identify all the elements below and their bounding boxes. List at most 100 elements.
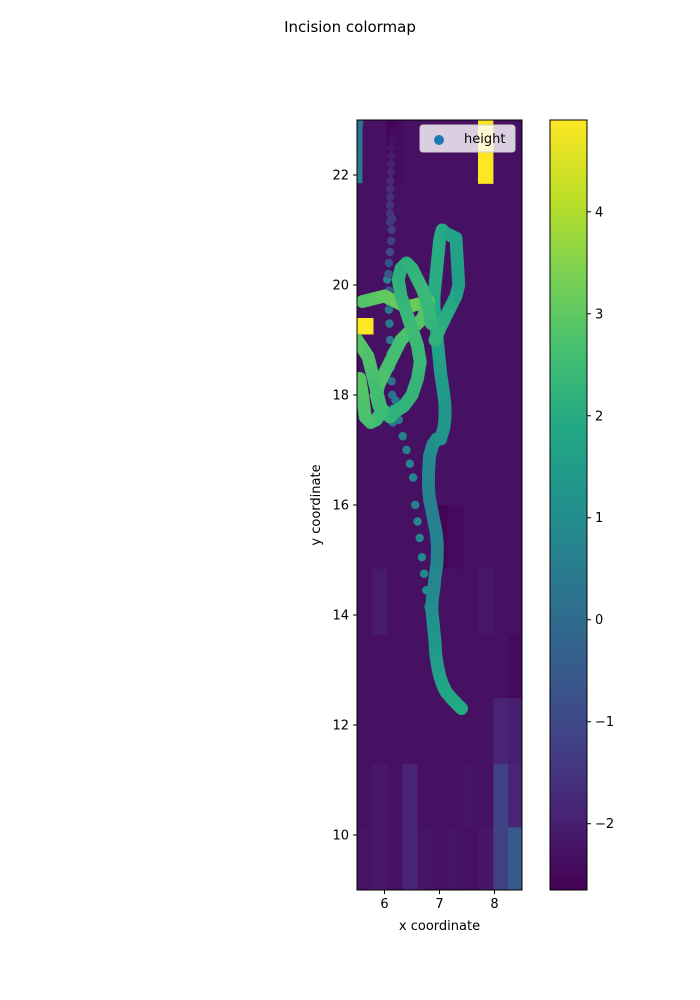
raster-cell: [478, 697, 494, 765]
scatter-point: [428, 333, 442, 347]
raster-cell: [493, 378, 509, 443]
scatter-point: [385, 335, 395, 345]
raster-cell: [463, 634, 479, 699]
raster-cell: [372, 826, 388, 890]
scatter-point: [386, 159, 396, 169]
x-axis-label: x coordinate: [399, 919, 480, 934]
colorbar-tick-label: 3: [595, 307, 603, 322]
legend-label: height: [464, 132, 505, 147]
raster-cell: [387, 441, 404, 506]
raster-cell: [447, 441, 464, 506]
raster-cell: [493, 826, 509, 890]
raster-cell: [508, 505, 522, 569]
scatter-point: [387, 377, 396, 386]
raster-cell: [463, 763, 479, 828]
scatter-point: [413, 517, 422, 526]
raster-cell: [402, 120, 419, 184]
raster-cell: [417, 763, 434, 828]
y-tick-label: 10: [332, 829, 349, 844]
plot-area: 6 7 8 10 12 14 16 18 20 22 x coordinate y coordi…: [309, 119, 523, 934]
raster-cell: [508, 697, 522, 765]
raster-cell: [447, 568, 464, 635]
colorbar-gradient: [549, 119, 588, 891]
scatter-point: [388, 135, 397, 144]
x-tick-label: 6: [380, 897, 388, 912]
x-axis-ticks: 6 7 8: [380, 890, 499, 912]
raster-cell: [402, 634, 419, 699]
scatter-point: [398, 432, 407, 441]
raster-cell: [432, 763, 449, 828]
scatter-point: [408, 473, 418, 482]
raster-cell: [463, 505, 479, 569]
x-tick-label: 7: [435, 897, 443, 912]
scatter-point: [411, 500, 420, 510]
raster-cell: [402, 183, 419, 250]
raster-cell: [372, 697, 388, 765]
raster-cell: [463, 249, 479, 314]
colorbar-tick-label: −2: [595, 817, 614, 832]
raster-cell: [508, 183, 522, 250]
raster-cell: [387, 763, 404, 828]
raster-cell: [387, 697, 404, 765]
raster-cell: [508, 312, 522, 380]
raster-cell: [432, 826, 449, 890]
figure-title: Incision colormap: [284, 18, 416, 36]
raster-cell: [372, 763, 388, 828]
scatter-point: [357, 140, 362, 149]
y-tick-label: 22: [332, 169, 349, 184]
raster-cell: [417, 378, 434, 443]
y-axis-label: y coordinate: [309, 464, 324, 545]
scatter-point: [419, 569, 429, 578]
raster-cell: [493, 312, 509, 380]
raster-cell: [432, 441, 449, 506]
raster-cell: [478, 312, 494, 380]
raster-cell: [478, 441, 494, 506]
raster-cell: [478, 826, 494, 890]
scatter-point: [385, 209, 395, 218]
raster-cell: [478, 183, 494, 250]
raster-cell: [463, 568, 479, 635]
raster-cell: [357, 763, 373, 828]
raster-cell: [478, 634, 494, 699]
legend: height: [419, 124, 516, 153]
raster-cell: [463, 183, 479, 250]
raster-cell: [478, 763, 494, 828]
scatter-points: [357, 120, 468, 715]
raster-cell: [493, 568, 509, 635]
colorbar-ticks: −2 −1 0 1 2 3 4: [587, 205, 614, 832]
raster-cell: [402, 697, 419, 765]
raster-cell: [493, 763, 509, 828]
raster-cell: [493, 183, 509, 250]
raster-cell: [372, 634, 388, 699]
y-tick-label: 20: [332, 279, 349, 294]
raster-cell: [508, 378, 522, 443]
scatter-point: [385, 247, 395, 257]
scatter-point: [402, 445, 411, 455]
raster-cell: [372, 120, 388, 184]
scatter-point: [384, 269, 393, 279]
scatter-point: [385, 217, 395, 226]
raster-cell: [463, 441, 479, 506]
raster-cell: [463, 697, 479, 765]
scatter-point: [387, 151, 396, 160]
raster-cell: [402, 826, 419, 890]
raster-cell: [447, 826, 464, 890]
y-tick-label: 16: [332, 499, 349, 514]
scatter-point: [357, 173, 362, 182]
colorbar-tick-label: 4: [595, 205, 603, 220]
raster-cell: [447, 378, 464, 443]
raster-cell: [372, 568, 388, 635]
scatter-point: [424, 317, 438, 330]
scatter-point: [385, 192, 395, 202]
raster-cell: [447, 634, 464, 699]
raster-cell: [463, 826, 479, 890]
scatter-point: [388, 126, 397, 136]
y-tick-label: 12: [332, 719, 349, 734]
y-tick-label: 14: [332, 609, 349, 624]
colorbar-tick-label: 0: [595, 613, 603, 628]
raster-cell: [493, 441, 509, 506]
raster-cell: [387, 826, 404, 890]
scatter-point: [385, 184, 395, 193]
raster-cell: [508, 826, 522, 890]
colorbar: −2 −1 0 1 2 3 4: [549, 119, 614, 891]
